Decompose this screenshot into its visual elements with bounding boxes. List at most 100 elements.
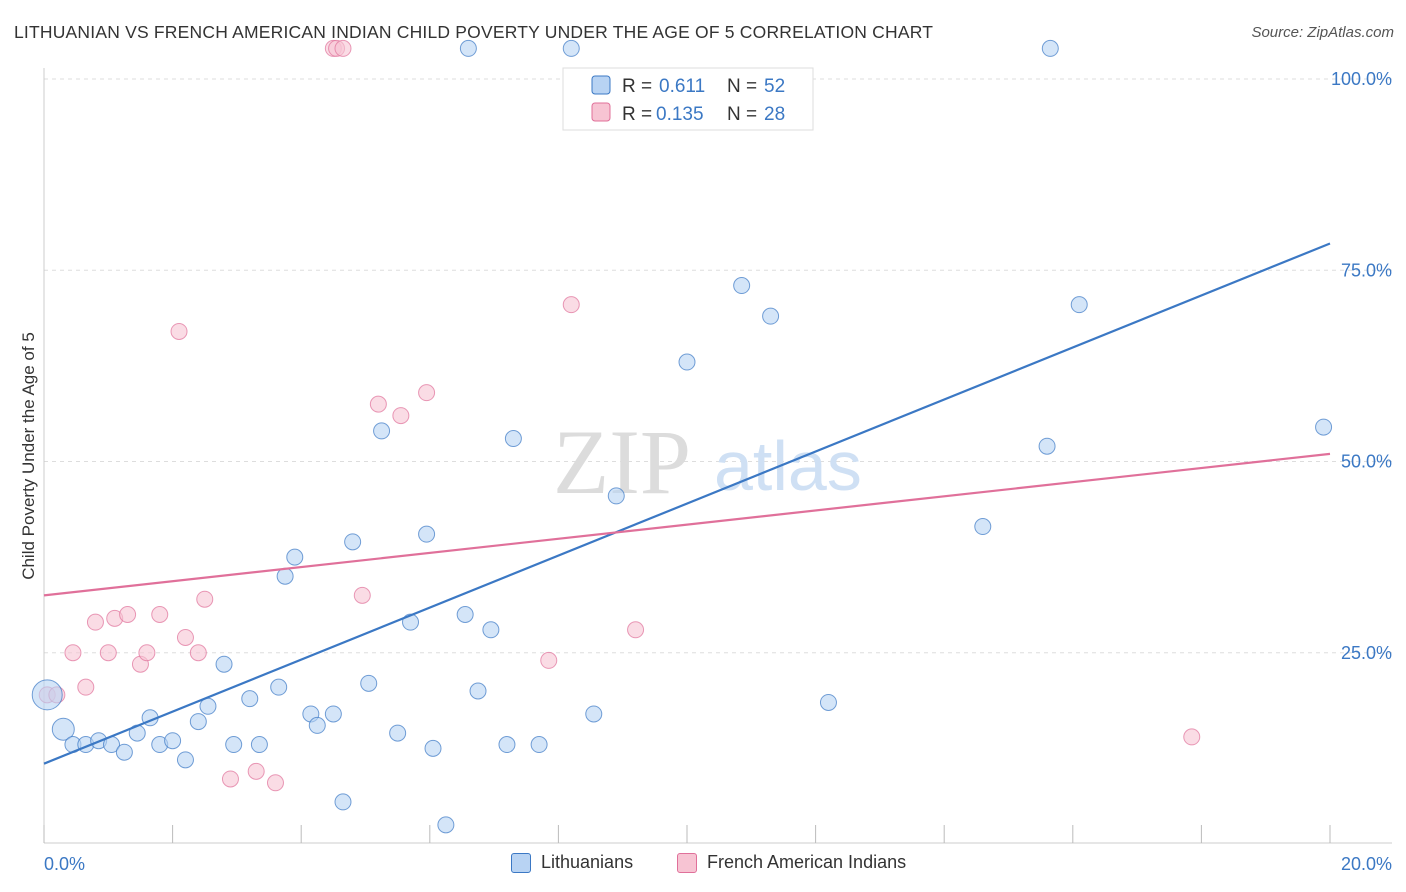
lithuanians-point-50 (1070, 296, 1088, 314)
watermark-atlas: atlas (714, 427, 862, 505)
legend-swatch-french-american-indians (677, 852, 697, 873)
legend-n-label-1: N = (727, 76, 757, 97)
lithuanians-point-28 (389, 724, 407, 742)
lithuanians-point-23 (324, 705, 342, 723)
lithuanians-point-41 (585, 705, 603, 723)
lithuanians-point-30 (418, 525, 436, 543)
french-american-indians-point-12 (176, 628, 194, 646)
y-axis-label: Child Poverty Under the Age of 5 (19, 332, 38, 580)
trend-line-lithuanians (43, 242, 1331, 765)
x-tick-labels: 0.0% 20.0% (44, 854, 1392, 874)
lithuanians-point-20 (286, 548, 304, 566)
legend-n-value-1: 52 (764, 76, 785, 97)
lithuanians-point-25 (344, 533, 362, 551)
french-american-indians-point-27 (627, 621, 645, 639)
french-american-indians-point-15 (221, 770, 239, 788)
y-tick-label-0: 25.0% (1341, 643, 1392, 663)
lithuanians-point-17 (250, 736, 268, 754)
legend-item-french-american-indians: French American Indians (677, 852, 906, 873)
french-american-indians-point-23 (392, 407, 410, 425)
y-tick-labels: 25.0% 50.0% 75.0% 100.0% (1331, 69, 1392, 663)
lithuanians-point-31 (424, 739, 442, 757)
lithuanians-point-33 (456, 606, 474, 623)
y-tick-label-2: 75.0% (1341, 260, 1392, 280)
french-american-indians-point-9 (138, 644, 156, 662)
lithuanians-point-19 (276, 567, 294, 585)
trend-lines (43, 242, 1331, 765)
lithuanians-point-27 (373, 422, 391, 440)
legend-n-label-2: N = (727, 104, 757, 125)
lithuanians-point-15 (225, 736, 243, 754)
chart-title: LITHUANIAN VS FRENCH AMERICAN INDIAN CHI… (14, 22, 934, 42)
french-american-indians-point-5 (99, 644, 117, 662)
lithuanians-point-46 (819, 693, 837, 711)
lithuanians-point-51 (1315, 418, 1333, 436)
stats-legend: R = 0.611 N = 52 R = 0.135 N = 28 (562, 67, 814, 131)
legend-swatch-pink (591, 102, 611, 122)
lithuanians-point-11 (176, 751, 194, 769)
series-lithuanians (31, 39, 1333, 834)
lithuanians-point-40 (562, 39, 580, 57)
french-american-indians-point-13 (189, 644, 207, 662)
lithuanians-point-14 (215, 655, 233, 673)
french-american-indians-point-11 (170, 322, 188, 340)
french-american-indians-point-14 (196, 590, 214, 608)
french-american-indians-point-28 (1183, 728, 1201, 746)
trend-line-french-american-indians (43, 452, 1331, 597)
french-american-indians-point-22 (369, 395, 387, 413)
lithuanians-point-49 (1041, 39, 1059, 57)
french-american-indians-point-17 (266, 774, 284, 792)
y-tick-label-3: 100.0% (1331, 69, 1392, 89)
lithuanians-point-1 (51, 717, 75, 741)
lithuanians-point-16 (241, 690, 259, 708)
source-label: Source: ZipAtlas.com (1251, 24, 1394, 41)
french-american-indians-point-25 (540, 651, 558, 669)
french-american-indians-point-2 (64, 644, 82, 662)
lithuanians-point-44 (733, 277, 751, 295)
lithuanians-point-48 (1038, 437, 1056, 455)
french-american-indians-point-10 (151, 606, 169, 623)
lithuanians-point-12 (189, 713, 207, 731)
lithuanians-point-18 (270, 678, 288, 696)
lithuanians-point-32 (437, 816, 455, 834)
french-american-indians-point-4 (86, 613, 104, 631)
lithuanians-point-45 (762, 307, 780, 325)
french-american-indians-point-21 (353, 586, 371, 604)
lithuanians-point-35 (469, 682, 487, 700)
legend-r-value-1: 0.611 (659, 76, 705, 97)
lithuanians-point-10 (164, 732, 182, 750)
lithuanians-point-36 (482, 621, 500, 639)
legend-r-label-2: R = (622, 104, 652, 125)
french-american-indians-point-7 (119, 606, 137, 623)
legend-r-value-2: 0.135 (656, 104, 704, 125)
axes (43, 68, 1392, 844)
legend-label-lithuanians: Lithuanians (541, 852, 634, 872)
lithuanians-point-6 (115, 743, 133, 761)
grid-lines (44, 78, 1392, 654)
legend-item-lithuanians: Lithuanians (511, 852, 633, 873)
lithuanians-point-43 (678, 353, 696, 371)
legend-label-french-american-indians: French American Indians (707, 852, 907, 872)
french-american-indians-point-24 (418, 384, 436, 402)
legend-r-label-1: R = (622, 76, 652, 97)
french-american-indians-point-16 (247, 762, 265, 780)
legend-swatch-lithuanians (511, 852, 531, 873)
lithuanians-point-0 (31, 679, 63, 711)
legend-swatch-blue (591, 75, 611, 95)
legend-n-value-2: 28 (764, 104, 785, 125)
french-american-indians-point-20 (334, 39, 352, 57)
lithuanians-point-22 (308, 716, 326, 734)
lithuanians-point-42 (607, 487, 625, 505)
lithuanians-point-47 (974, 518, 992, 536)
y-tick-label-1: 50.0% (1341, 452, 1392, 472)
lithuanians-point-38 (504, 430, 522, 448)
x-tick-label-1: 20.0% (1341, 854, 1392, 874)
lithuanians-point-24 (334, 793, 352, 811)
x-tick-label-0: 0.0% (44, 854, 85, 874)
lithuanians-point-37 (498, 736, 516, 754)
lithuanians-point-26 (360, 674, 378, 692)
french-american-indians-point-26 (562, 296, 580, 314)
lithuanians-point-34 (459, 39, 477, 57)
french-american-indians-point-3 (77, 678, 95, 696)
